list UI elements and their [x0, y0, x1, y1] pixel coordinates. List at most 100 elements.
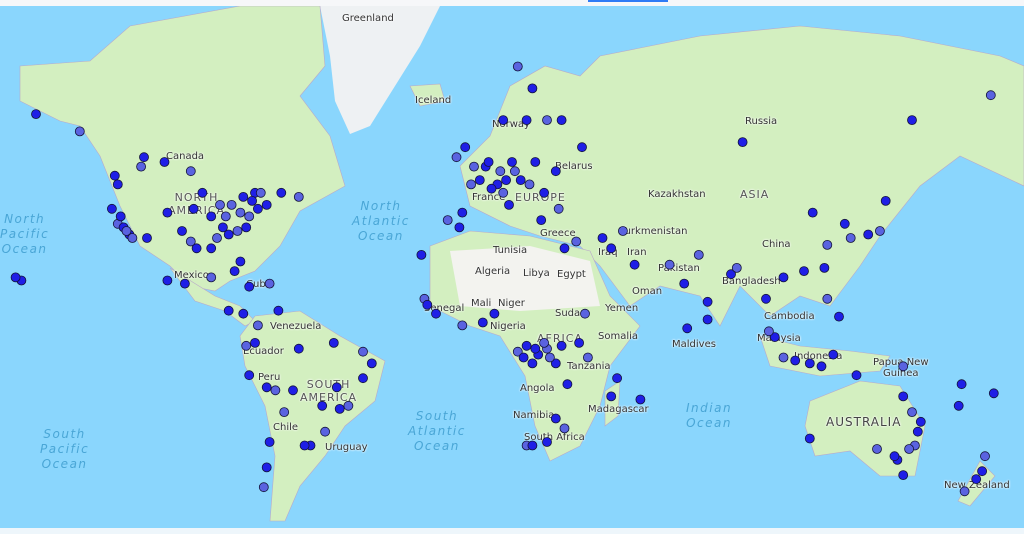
location-marker[interactable]	[460, 142, 471, 153]
location-marker[interactable]	[191, 243, 202, 254]
location-marker[interactable]	[261, 462, 272, 473]
location-marker[interactable]	[571, 236, 582, 247]
location-marker[interactable]	[521, 115, 532, 125]
location-marker[interactable]	[550, 413, 561, 424]
location-marker[interactable]	[495, 166, 506, 177]
location-marker[interactable]	[212, 233, 222, 243]
location-marker[interactable]	[606, 243, 617, 254]
location-marker[interactable]	[317, 400, 328, 411]
location-marker[interactable]	[822, 293, 833, 304]
location-marker[interactable]	[828, 349, 839, 360]
location-marker[interactable]	[542, 437, 552, 447]
location-marker[interactable]	[244, 370, 255, 381]
location-marker[interactable]	[580, 308, 590, 319]
location-marker[interactable]	[822, 239, 833, 250]
location-marker[interactable]	[953, 400, 964, 411]
location-marker[interactable]	[127, 233, 138, 243]
location-marker[interactable]	[74, 126, 85, 137]
location-marker[interactable]	[483, 157, 494, 167]
location-marker[interactable]	[769, 332, 780, 343]
location-marker[interactable]	[527, 83, 538, 94]
location-marker[interactable]	[553, 203, 564, 214]
location-marker[interactable]	[252, 320, 263, 331]
location-marker[interactable]	[226, 199, 237, 210]
location-marker[interactable]	[162, 275, 173, 286]
location-marker[interactable]	[597, 233, 608, 243]
location-marker[interactable]	[477, 317, 488, 328]
location-marker[interactable]	[507, 157, 517, 167]
location-marker[interactable]	[512, 61, 523, 72]
location-marker[interactable]	[422, 299, 433, 310]
location-marker[interactable]	[875, 226, 885, 236]
location-marker[interactable]	[215, 199, 225, 210]
location-marker[interactable]	[664, 259, 675, 270]
location-marker[interactable]	[629, 259, 640, 270]
location-marker[interactable]	[559, 423, 570, 434]
location-marker[interactable]	[521, 340, 532, 351]
location-marker[interactable]	[177, 226, 187, 236]
location-marker[interactable]	[518, 352, 529, 363]
location-marker[interactable]	[988, 388, 999, 399]
location-marker[interactable]	[498, 187, 509, 198]
location-marker[interactable]	[112, 179, 123, 190]
location-marker[interactable]	[542, 115, 552, 125]
location-marker[interactable]	[550, 166, 561, 177]
location-marker[interactable]	[185, 166, 196, 177]
location-marker[interactable]	[583, 352, 593, 363]
location-marker[interactable]	[556, 115, 567, 125]
location-marker[interactable]	[293, 191, 304, 202]
location-marker[interactable]	[261, 199, 272, 210]
location-marker[interactable]	[334, 403, 345, 414]
location-marker[interactable]	[819, 262, 830, 273]
location-marker[interactable]	[232, 226, 243, 236]
location-marker[interactable]	[550, 358, 561, 369]
location-marker[interactable]	[959, 486, 970, 497]
location-marker[interactable]	[474, 175, 485, 186]
location-marker[interactable]	[679, 278, 690, 289]
location-marker[interactable]	[489, 308, 500, 319]
location-marker[interactable]	[863, 229, 874, 240]
location-marker[interactable]	[504, 199, 514, 210]
location-marker[interactable]	[702, 296, 713, 307]
location-marker[interactable]	[244, 281, 255, 292]
location-marker[interactable]	[223, 229, 234, 240]
location-marker[interactable]	[358, 373, 368, 384]
location-marker[interactable]	[217, 222, 228, 233]
location-marker[interactable]	[244, 211, 255, 222]
location-marker[interactable]	[442, 215, 453, 226]
location-marker[interactable]	[574, 337, 584, 348]
location-marker[interactable]	[451, 152, 462, 163]
location-marker[interactable]	[577, 142, 587, 153]
location-marker[interactable]	[197, 187, 208, 198]
location-marker[interactable]	[206, 243, 217, 254]
location-marker[interactable]	[731, 262, 742, 273]
location-marker[interactable]	[527, 358, 538, 369]
location-marker[interactable]	[539, 337, 549, 348]
location-marker[interactable]	[512, 346, 523, 357]
location-marker[interactable]	[515, 175, 526, 186]
location-marker[interactable]	[466, 179, 477, 190]
location-marker[interactable]	[510, 166, 520, 177]
location-marker[interactable]	[880, 195, 891, 206]
location-marker[interactable]	[898, 391, 909, 402]
location-marker[interactable]	[206, 211, 217, 222]
location-marker[interactable]	[898, 470, 909, 481]
location-marker[interactable]	[454, 222, 465, 233]
location-marker[interactable]	[804, 433, 815, 444]
location-marker[interactable]	[612, 373, 622, 384]
location-marker[interactable]	[524, 179, 535, 190]
location-marker[interactable]	[241, 340, 252, 351]
location-marker[interactable]	[10, 272, 21, 283]
location-marker[interactable]	[536, 215, 547, 226]
location-marker[interactable]	[904, 444, 914, 454]
location-marker[interactable]	[559, 243, 570, 254]
location-marker[interactable]	[258, 482, 269, 493]
location-marker[interactable]	[545, 352, 555, 363]
location-marker[interactable]	[264, 437, 275, 447]
location-marker[interactable]	[235, 256, 246, 267]
location-marker[interactable]	[501, 175, 512, 186]
location-marker[interactable]	[206, 272, 217, 283]
location-marker[interactable]	[235, 207, 246, 218]
location-marker[interactable]	[457, 320, 468, 331]
location-marker[interactable]	[255, 187, 266, 198]
